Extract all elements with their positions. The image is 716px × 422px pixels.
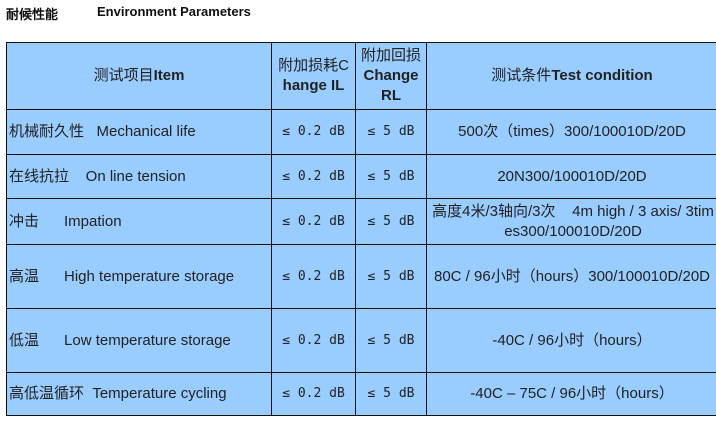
row-condition: -40C / 96小时（hours）: [426, 308, 716, 373]
header-il: 附加损耗C hange IL: [271, 42, 356, 110]
row-il: ≤ 0.2 dB: [271, 244, 356, 309]
row-item: 在线抗拉 On line tension: [6, 154, 272, 199]
row-il: ≤ 0.2 dB: [271, 372, 356, 416]
row-condition: 高度4米/3轴向/3次 4m high / 3 axis/ 3times300/…: [426, 198, 716, 245]
row-rl: ≤ 5 dB: [355, 198, 427, 245]
row-item: 高温 High temperature storage: [6, 244, 272, 309]
header-row: 测试项目Item 附加损耗C hange IL 附加回损 Change RL 测试条…: [6, 42, 716, 110]
row-il: ≤ 0.2 dB: [271, 308, 356, 373]
environment-parameters-table: 测试项目Item 附加损耗C hange IL 附加回损 Change RL 测试条…: [6, 42, 716, 416]
row-condition: 500次（times）300/100010D/20D: [426, 109, 716, 155]
row-item: 机械耐久性 Mechanical life: [6, 109, 272, 155]
header-item: 测试项目Item: [6, 42, 272, 110]
row-condition: -40C – 75C / 96小时（hours）: [426, 372, 716, 416]
row-rl: ≤ 5 dB: [355, 372, 427, 416]
table-row: 低温 Low temperature storage ≤ 0.2 dB ≤ 5 …: [6, 308, 716, 373]
row-item: 低温 Low temperature storage: [6, 308, 272, 373]
table-row: 冲击 Impation ≤ 0.2 dB ≤ 5 dB 高度4米/3轴向/3次 …: [6, 198, 716, 245]
title-zh: 耐候性能: [6, 7, 59, 22]
table-row: 机械耐久性 Mechanical life ≤ 0.2 dB ≤ 5 dB 50…: [6, 109, 716, 155]
title-en: Environment Parameters: [97, 4, 251, 19]
table-row: 高温 High temperature storage ≤ 0.2 dB ≤ 5…: [6, 244, 716, 309]
table-row: 高低温循环 Temperature cycling ≤ 0.2 dB ≤ 5 d…: [6, 372, 716, 416]
row-il: ≤ 0.2 dB: [271, 198, 356, 245]
row-il: ≤ 0.2 dB: [271, 109, 356, 155]
section-title: 耐候性能 Environment Parameters: [6, 4, 251, 23]
row-rl: ≤ 5 dB: [355, 244, 427, 309]
row-rl: ≤ 5 dB: [355, 154, 427, 199]
table-row: 在线抗拉 On line tension ≤ 0.2 dB ≤ 5 dB 20N…: [6, 154, 716, 199]
row-item: 冲击 Impation: [6, 198, 272, 245]
header-condition: 测试条件Test condition: [426, 42, 716, 110]
row-condition: 80C / 96小时（hours）300/100010D/20D: [426, 244, 716, 309]
row-condition: 20N300/100010D/20D: [426, 154, 716, 199]
row-rl: ≤ 5 dB: [355, 109, 427, 155]
row-item: 高低温循环 Temperature cycling: [6, 372, 272, 416]
row-rl: ≤ 5 dB: [355, 308, 427, 373]
header-rl: 附加回损 Change RL: [355, 42, 427, 110]
row-il: ≤ 0.2 dB: [271, 154, 356, 199]
